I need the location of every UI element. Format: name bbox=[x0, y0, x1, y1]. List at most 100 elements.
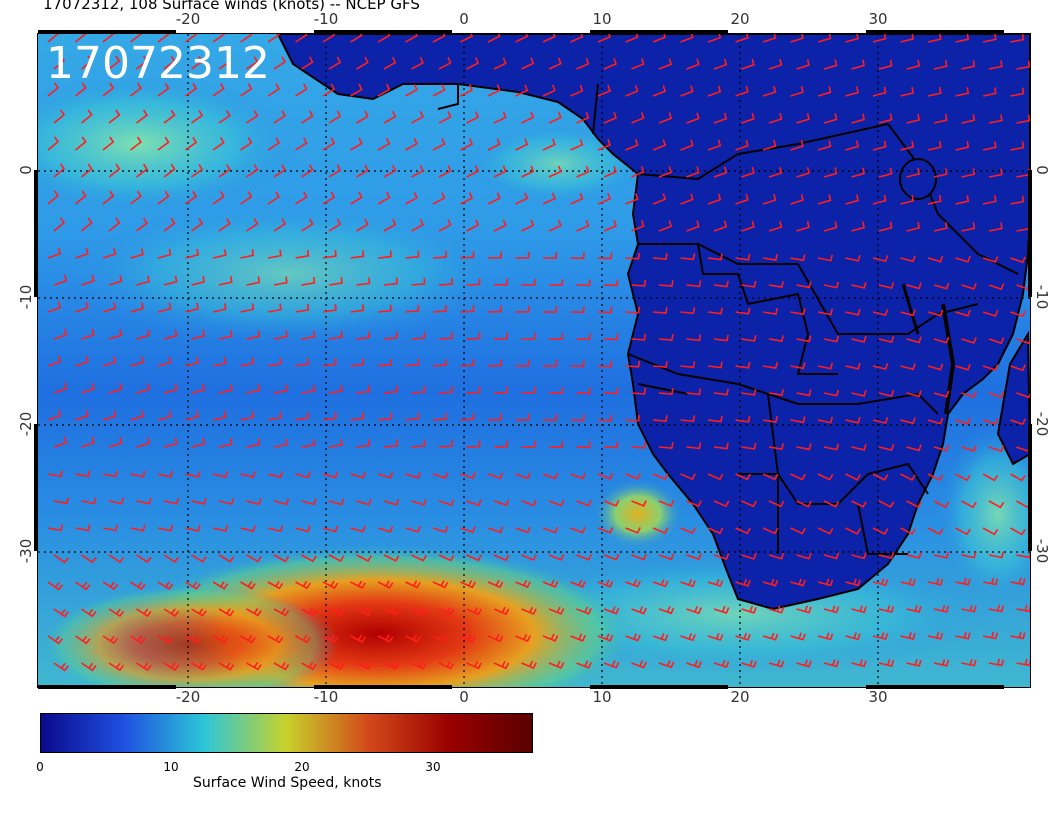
wind-barb bbox=[130, 524, 146, 532]
wind-barb bbox=[163, 554, 180, 563]
wind-barb bbox=[625, 360, 641, 368]
wind-band bbox=[938, 424, 1030, 604]
wind-barb bbox=[817, 194, 832, 205]
wind-barb bbox=[438, 607, 455, 616]
wind-barb bbox=[212, 34, 225, 43]
wind-barb bbox=[1010, 364, 1026, 372]
axis-bar bbox=[314, 685, 452, 689]
wind-barb bbox=[240, 525, 256, 533]
wind-barb bbox=[136, 55, 148, 70]
wind-barb bbox=[927, 577, 944, 586]
wind-barb bbox=[1010, 418, 1026, 426]
wind-barb bbox=[328, 110, 342, 124]
wind-barb bbox=[982, 34, 997, 43]
y-tick-right: 0 bbox=[1033, 165, 1051, 175]
wind-barb bbox=[845, 254, 861, 262]
wind-barb bbox=[273, 384, 288, 394]
wind-barb bbox=[295, 411, 310, 421]
wind-barb bbox=[548, 57, 562, 70]
wind-barb bbox=[350, 412, 365, 421]
wind-barb bbox=[570, 472, 586, 480]
wind-barb bbox=[762, 527, 779, 535]
wind-barb bbox=[597, 84, 612, 97]
wind-barb bbox=[988, 551, 1005, 559]
wind-barb bbox=[982, 195, 997, 205]
wind-barb bbox=[878, 444, 895, 452]
wind-barb bbox=[267, 34, 280, 43]
wind-barb bbox=[108, 662, 125, 672]
wind-barb bbox=[631, 58, 645, 70]
wind-barb bbox=[466, 607, 482, 616]
wind-barb bbox=[383, 218, 397, 232]
wind-barb bbox=[796, 389, 812, 397]
wind-barb bbox=[955, 631, 971, 640]
wind-barb bbox=[652, 527, 669, 535]
wind-barb bbox=[796, 500, 812, 508]
wind-barb bbox=[240, 581, 256, 590]
wind-barb bbox=[625, 139, 639, 151]
wind-barb bbox=[246, 164, 259, 178]
axis-bar bbox=[314, 30, 452, 34]
wind-barb bbox=[157, 356, 172, 367]
wind-barb bbox=[136, 554, 152, 564]
wind-barb bbox=[466, 165, 480, 178]
wind-barb bbox=[218, 164, 231, 178]
wind-barb bbox=[212, 581, 229, 590]
wind-barb bbox=[218, 438, 233, 448]
wind-barb bbox=[576, 387, 591, 395]
wind-barb bbox=[521, 278, 536, 286]
wind-barb bbox=[906, 551, 922, 559]
y-tick-left: -10 bbox=[17, 284, 35, 310]
wind-barb bbox=[631, 279, 647, 287]
wind-barb bbox=[493, 386, 509, 394]
wind-barb bbox=[246, 384, 261, 394]
wind-barb bbox=[878, 336, 895, 344]
wind-barb bbox=[80, 55, 93, 70]
wind-barb bbox=[823, 281, 840, 289]
wind-barb bbox=[906, 113, 921, 124]
wind-barb bbox=[487, 633, 504, 643]
wind-barb bbox=[597, 633, 614, 642]
wind-barb bbox=[246, 276, 261, 286]
wind-barb bbox=[597, 138, 612, 151]
wind-barb bbox=[81, 436, 95, 448]
wind-barb bbox=[631, 166, 645, 178]
colorbar bbox=[40, 713, 533, 753]
axis-bar bbox=[38, 685, 176, 689]
wind-barb bbox=[988, 60, 1003, 70]
wind-barb bbox=[851, 281, 867, 289]
wind-barb bbox=[383, 56, 397, 70]
wind-barb bbox=[851, 221, 865, 232]
x-tick-top: 0 bbox=[459, 10, 469, 28]
wind-barb bbox=[53, 217, 66, 232]
wind-barb bbox=[741, 166, 755, 178]
wind-barb bbox=[273, 661, 290, 671]
wind-barb bbox=[218, 276, 233, 286]
wind-barb bbox=[603, 112, 618, 124]
wind-barb bbox=[487, 305, 502, 313]
wind-barb bbox=[597, 192, 612, 205]
wind-barb bbox=[75, 524, 91, 532]
wind-barb bbox=[267, 411, 282, 421]
wind-barb bbox=[328, 661, 345, 671]
wind-barb bbox=[961, 337, 977, 344]
wind-barb bbox=[933, 114, 948, 124]
wind-barb bbox=[295, 471, 311, 479]
wind-barb bbox=[295, 249, 310, 259]
wind-barb bbox=[267, 249, 282, 259]
wind-barb bbox=[982, 527, 999, 536]
wind-barb bbox=[515, 413, 530, 421]
wind-barb bbox=[845, 632, 861, 641]
wind-barb bbox=[460, 251, 475, 259]
wind-barb bbox=[988, 222, 1003, 232]
wind-map: 17072312 bbox=[37, 33, 1031, 688]
wind-barb bbox=[322, 412, 337, 421]
wind-barb bbox=[47, 470, 64, 478]
wind-barb bbox=[817, 86, 832, 97]
wind-barb bbox=[603, 553, 620, 561]
wind-barb bbox=[845, 578, 861, 587]
wind-barb bbox=[47, 635, 64, 645]
wind-barb bbox=[707, 415, 723, 423]
wind-barb bbox=[988, 283, 1005, 291]
wind-barb bbox=[735, 578, 751, 587]
